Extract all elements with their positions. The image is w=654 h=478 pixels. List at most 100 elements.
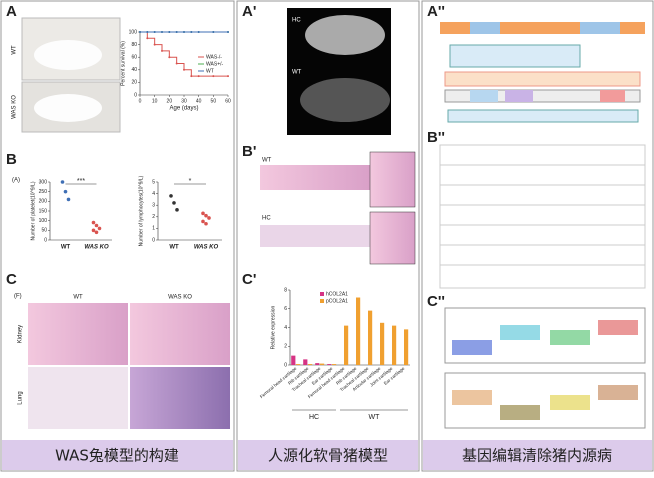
scatter-frame <box>444 307 646 364</box>
point <box>91 220 96 225</box>
bar <box>356 297 361 365</box>
tissue-image <box>260 225 370 247</box>
y-tick-label: 40 <box>131 67 137 73</box>
point <box>227 31 229 33</box>
ct-body <box>300 78 390 122</box>
point <box>212 31 215 33</box>
tissue-image <box>260 165 370 190</box>
y-tick-label: 80 <box>131 42 137 48</box>
y-tick-label: 60 <box>131 55 137 61</box>
panel-label: B'' <box>427 129 445 146</box>
x-tick-label: 0 <box>139 98 142 104</box>
image-label: WT <box>292 70 302 76</box>
y-tick-label: 8 <box>284 287 287 293</box>
point <box>60 180 65 184</box>
panel-label: C' <box>242 271 256 288</box>
y-axis-label: Relative expression <box>270 305 276 349</box>
sub-label: (F) <box>14 294 22 300</box>
point <box>91 228 96 233</box>
point <box>66 197 71 202</box>
y-axis-label: Percent survival (%) <box>120 41 126 86</box>
point <box>139 31 141 33</box>
column-frame <box>421 0 654 472</box>
significance: * <box>189 178 192 185</box>
histology-image <box>130 367 230 429</box>
column-header: WT <box>73 295 83 301</box>
y-tick-label: 20 <box>131 80 137 86</box>
caption-band <box>238 440 418 470</box>
rabbit <box>34 94 102 122</box>
column-frame <box>0 0 235 472</box>
bar <box>315 363 320 365</box>
image-label: HC <box>262 216 271 222</box>
dot-clusters <box>452 320 638 420</box>
legend-label: WAS-/- <box>206 54 222 60</box>
y-tick-label: 2 <box>284 344 287 350</box>
point <box>212 75 215 78</box>
photo-label: WT <box>12 45 18 55</box>
x-tick-label: 60 <box>225 98 231 104</box>
tissue-zoom <box>369 211 416 265</box>
sub-label: (A) <box>12 178 20 184</box>
y-tick-label: 200 <box>39 199 48 205</box>
group-label: WT <box>369 414 381 421</box>
y-tick-label: 4 <box>284 325 287 331</box>
x-tick-label: 10 <box>152 98 158 104</box>
point <box>153 43 156 46</box>
histology-image <box>28 303 128 365</box>
point <box>190 75 193 78</box>
panel-label: A' <box>242 3 256 20</box>
point <box>94 230 99 235</box>
x-tick-label: WAS KO <box>84 245 109 251</box>
x-axis-label: Age (days) <box>169 106 198 112</box>
bar <box>296 364 301 365</box>
caption-band <box>2 440 233 470</box>
bar <box>368 310 373 365</box>
tissue-zoom <box>369 151 416 208</box>
histology-image <box>130 303 230 365</box>
point <box>168 31 171 33</box>
point <box>175 208 179 212</box>
point <box>207 216 211 220</box>
y-tick-label: 250 <box>39 189 48 195</box>
point <box>168 56 171 59</box>
point <box>201 219 205 224</box>
survival-line <box>140 31 228 77</box>
panel-label: B' <box>242 143 256 160</box>
chromatogram-grid <box>439 144 646 289</box>
y-tick-label: 300 <box>39 179 48 185</box>
y-tick-label: 50 <box>41 228 47 234</box>
point <box>175 62 178 65</box>
legend-label: WT <box>206 68 214 74</box>
point <box>97 226 102 231</box>
x-tick-label: 20 <box>167 98 173 104</box>
point <box>146 37 149 40</box>
panel-label: C <box>6 271 17 288</box>
scatter-frame <box>444 372 646 429</box>
y-tick-label: 3 <box>152 203 155 209</box>
x-tick-label: 30 <box>181 98 187 104</box>
column-frame <box>236 0 420 472</box>
x-tick-label: 40 <box>196 98 202 104</box>
x-tick-label: WAS KO <box>194 245 219 251</box>
y-tick-label: 2 <box>152 214 155 220</box>
y-tick-label: 100 <box>129 29 138 35</box>
legend-label: hCOL2A1 <box>326 291 348 297</box>
point <box>175 31 178 33</box>
bar <box>327 364 332 365</box>
x-tick-label: 50 <box>211 98 217 104</box>
legend-swatch <box>320 292 324 296</box>
point <box>190 31 193 33</box>
bar <box>320 363 325 365</box>
bar <box>291 355 296 365</box>
x-tick-label: WT <box>61 245 71 251</box>
y-tick-label: 100 <box>39 218 48 224</box>
point <box>197 75 200 78</box>
panel-label: A'' <box>427 3 445 20</box>
bar <box>404 329 409 365</box>
ct-body <box>305 15 385 55</box>
point <box>183 68 185 71</box>
point <box>172 201 176 205</box>
point <box>63 189 68 194</box>
significance: *** <box>77 178 85 185</box>
